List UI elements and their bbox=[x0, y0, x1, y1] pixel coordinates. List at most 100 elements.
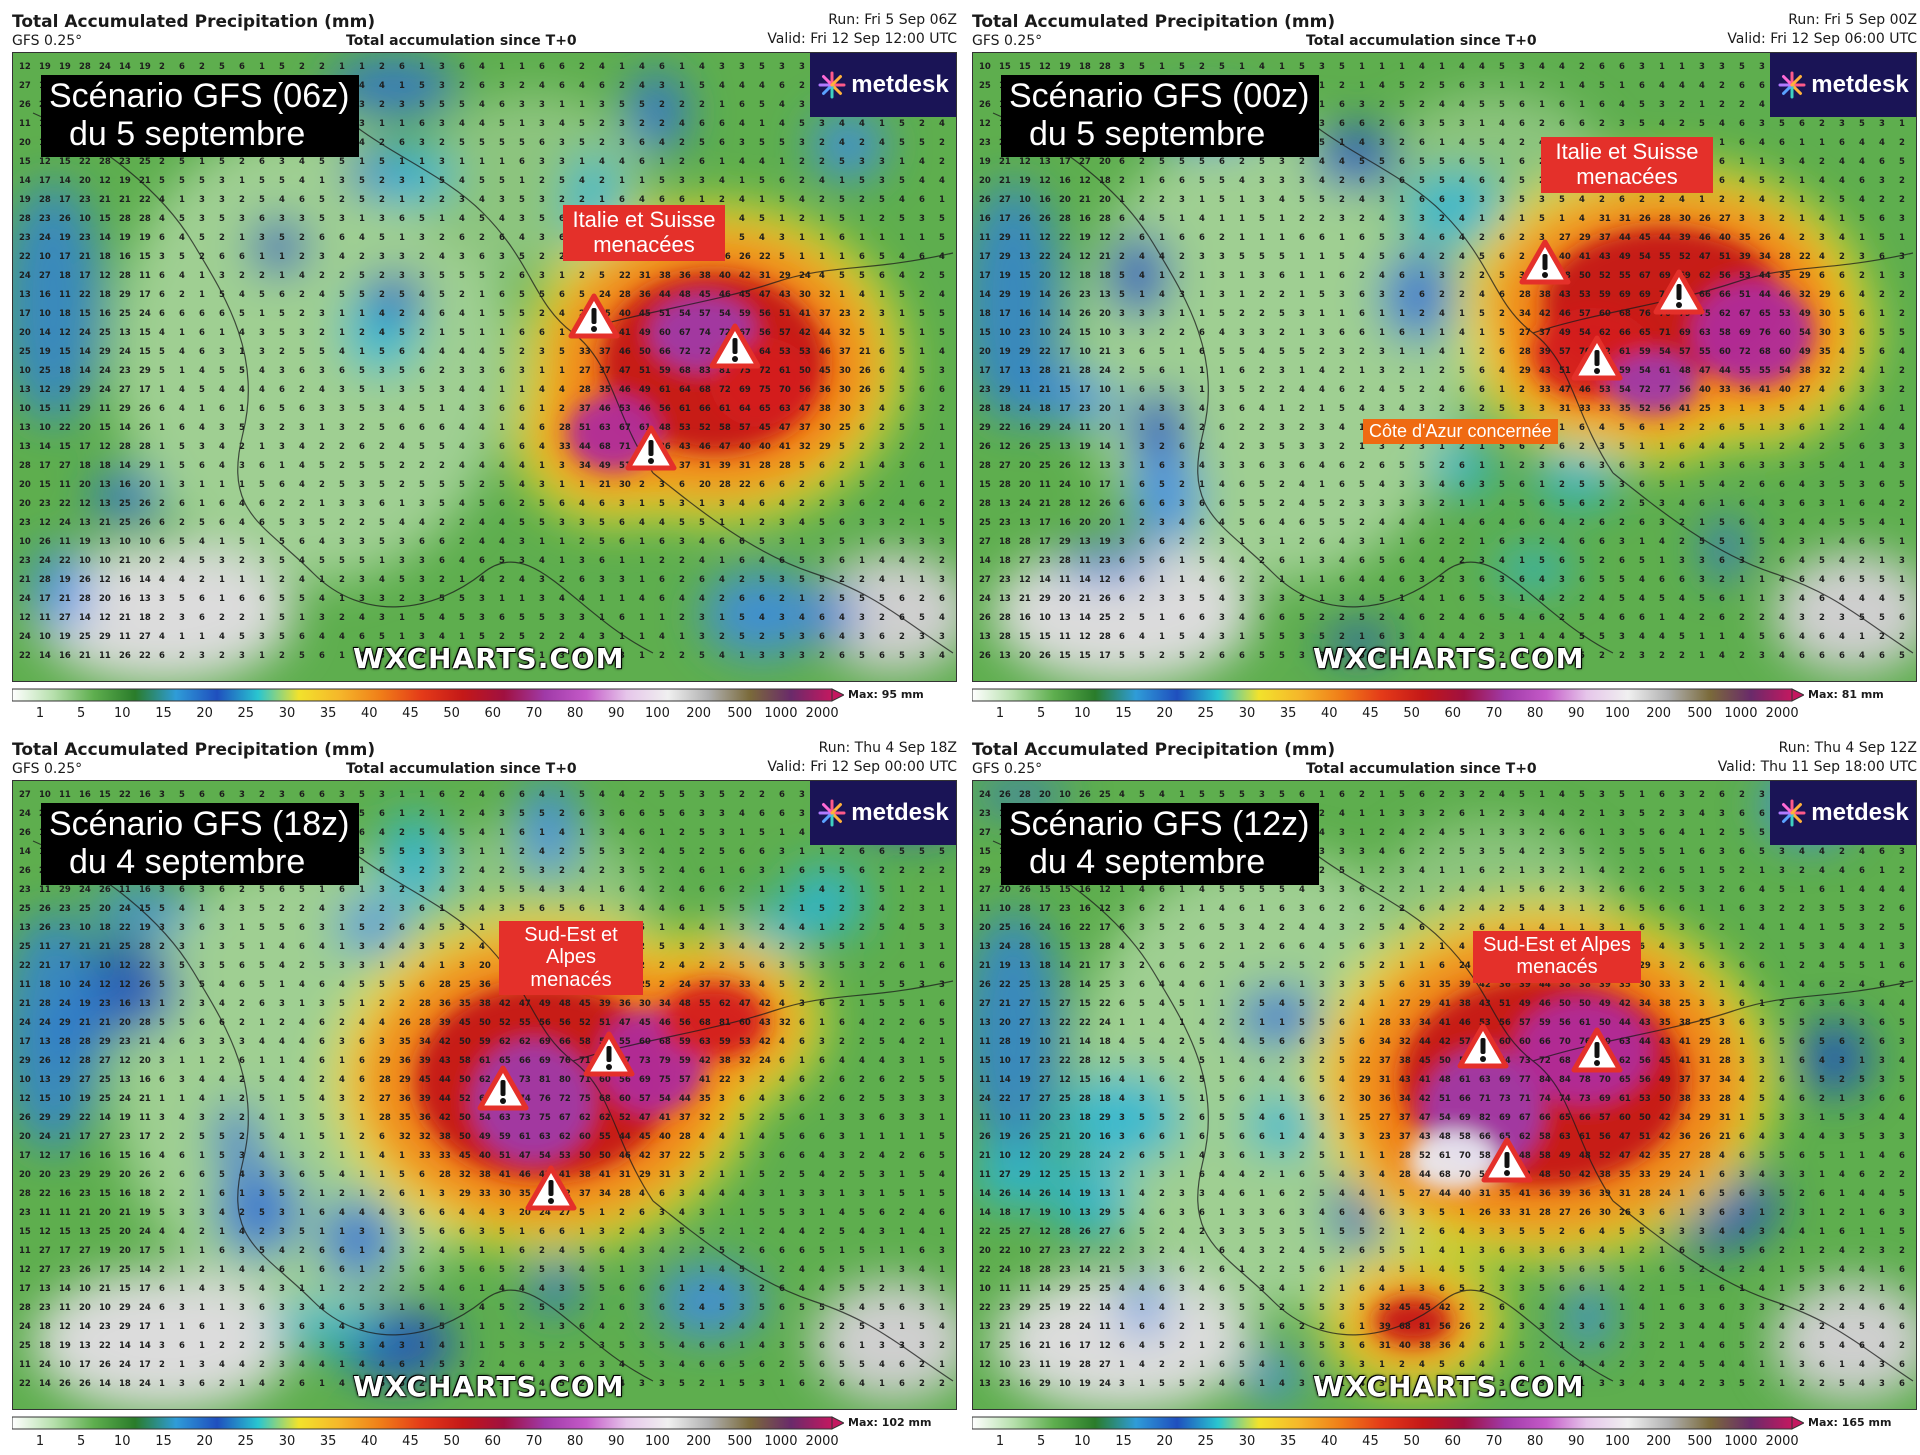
colorbar-tick: 15 bbox=[1115, 706, 1132, 721]
colorbar-tick: 5 bbox=[1037, 1434, 1045, 1449]
colorbar-tick: 45 bbox=[402, 706, 419, 721]
colorbar-tick: 500 bbox=[727, 1434, 752, 1449]
accumulation-label: Total accumulation since T+0 bbox=[1306, 33, 1537, 49]
colorbar-tick: 20 bbox=[1156, 1434, 1173, 1449]
watermark: WXCHARTS.COM bbox=[353, 1370, 625, 1403]
colorbar-tick: 25 bbox=[238, 1434, 255, 1449]
colorbar-tick: 200 bbox=[686, 1434, 711, 1449]
colorbar-tick: 80 bbox=[567, 706, 584, 721]
colorbar-strip bbox=[12, 688, 844, 702]
metdesk-logo: metdesk bbox=[1770, 53, 1916, 117]
colorbar: Max: 81 mm 1 5 10 15 20 25 30 35 40 45 50 60 70 80 90 10… bbox=[972, 688, 1915, 724]
precipitation-map: 12 19 19 28 24 14 19 2 6 2 5 6 1 5 2 2 1 1 2 6 1 3 6 4 1 1 6 6 2 4 1 4 6… bbox=[12, 52, 957, 682]
colorbar-tick: 100 bbox=[1605, 1434, 1630, 1449]
colorbar-tick: 30 bbox=[1239, 1434, 1256, 1449]
colorbar-tick: 20 bbox=[1156, 706, 1173, 721]
warning-triangle-icon bbox=[1653, 269, 1705, 315]
warning-triangle-icon bbox=[709, 323, 761, 369]
scenario-date: du 5 septembre bbox=[1009, 115, 1309, 153]
colorbar-tick: 15 bbox=[1115, 1434, 1132, 1449]
map-panel-06z: Total Accumulated Precipitation (mm) GFS … bbox=[12, 12, 967, 727]
logo-text: metdesk bbox=[851, 799, 948, 827]
coast-annotation: Côte d'Azur concernée bbox=[1363, 419, 1558, 444]
warning-triangle-icon bbox=[1481, 1137, 1533, 1183]
run-time: Run: Thu 4 Sep 18Z bbox=[819, 740, 957, 756]
colorbar-tick: 40 bbox=[1321, 706, 1338, 721]
colorbar-tick: 90 bbox=[1568, 1434, 1585, 1449]
watermark: WXCHARTS.COM bbox=[353, 642, 625, 675]
max-value-label: Max: 81 mm bbox=[1808, 688, 1884, 701]
colorbar-tick: 40 bbox=[1321, 1434, 1338, 1449]
model-label: GFS 0.25° bbox=[12, 761, 82, 777]
colorbar-tick: 30 bbox=[1239, 706, 1256, 721]
colorbar-tick: 30 bbox=[279, 706, 296, 721]
scenario-label: Scénario GFS (12z) du 4 septembre bbox=[1001, 803, 1320, 885]
colorbar-tick: 20 bbox=[196, 706, 213, 721]
colorbar-tick: 1000 bbox=[764, 1434, 797, 1449]
colorbar-tick: 45 bbox=[1362, 706, 1379, 721]
alert-region: Sud-Est et Alpes bbox=[1473, 934, 1641, 956]
colorbar-tick: 100 bbox=[645, 706, 670, 721]
colorbar-ticks: 1 5 10 15 20 25 30 35 40 45 50 60 70 80 90 100 200 500 100… bbox=[972, 1434, 1804, 1450]
scenario-run: Scénario GFS (12z) bbox=[1009, 805, 1309, 843]
max-value-label: Max: 95 mm bbox=[848, 688, 924, 701]
metdesk-logo: metdesk bbox=[810, 781, 956, 845]
alert-region: Italie et Suisse bbox=[563, 207, 725, 233]
colorbar-strip bbox=[12, 1416, 844, 1430]
run-time: Run: Fri 5 Sep 06Z bbox=[828, 12, 957, 28]
colorbar-tick: 40 bbox=[361, 1434, 378, 1449]
valid-time: Valid: Fri 12 Sep 06:00 UTC bbox=[1727, 31, 1917, 47]
metdesk-logo-icon bbox=[1778, 71, 1806, 99]
colorbar: Max: 102 mm 1 5 10 15 20 25 30 35 40 45 50 60 70 80 90 1… bbox=[12, 1416, 955, 1452]
metdesk-logo-icon bbox=[818, 799, 846, 827]
warning-triangle-icon bbox=[477, 1065, 529, 1111]
colorbar-tick: 35 bbox=[320, 706, 337, 721]
warning-triangle-icon bbox=[1571, 335, 1623, 381]
colorbar-tick: 60 bbox=[1445, 706, 1462, 721]
colorbar-tick: 10 bbox=[1074, 1434, 1091, 1449]
alert-status: menacés bbox=[1473, 956, 1641, 978]
colorbar-strip bbox=[972, 1416, 1804, 1430]
colorbar-tick: 50 bbox=[443, 706, 460, 721]
colorbar-tick: 1 bbox=[36, 706, 44, 721]
alert-status: menacées bbox=[563, 232, 725, 258]
model-label: GFS 0.25° bbox=[12, 33, 82, 49]
alert-status: menacées bbox=[1541, 164, 1713, 190]
alert-label: Sud-Est et Alpes menacés bbox=[499, 921, 643, 996]
precipitation-map: 24 26 28 20 10 26 25 4 5 4 1 5 5 5 3 5 6 1 6 2 1 5 6 2 3 2 4 5 1 4 5 3 5… bbox=[972, 780, 1917, 1410]
colorbar-tick: 500 bbox=[1687, 706, 1712, 721]
map-panel-12z: Total Accumulated Precipitation (mm) GFS … bbox=[972, 740, 1920, 1455]
colorbar-tick: 1 bbox=[996, 1434, 1004, 1449]
scenario-run: Scénario GFS (06z) bbox=[49, 77, 349, 115]
warning-triangle-icon bbox=[568, 293, 620, 339]
map-title: Total Accumulated Precipitation (mm) bbox=[972, 740, 1335, 760]
colorbar-tick: 100 bbox=[645, 1434, 670, 1449]
warning-triangle-icon bbox=[525, 1165, 577, 1211]
model-label: GFS 0.25° bbox=[972, 761, 1042, 777]
warning-triangle-icon bbox=[1571, 1027, 1623, 1073]
colorbar-tick: 100 bbox=[1605, 706, 1630, 721]
precip-field bbox=[973, 781, 1916, 1409]
map-title: Total Accumulated Precipitation (mm) bbox=[972, 12, 1335, 32]
colorbar-tick: 80 bbox=[1527, 1434, 1544, 1449]
colorbar-tick: 80 bbox=[1527, 706, 1544, 721]
accumulation-label: Total accumulation since T+0 bbox=[346, 761, 577, 777]
model-label: GFS 0.25° bbox=[972, 33, 1042, 49]
warning-triangle-icon bbox=[1457, 1023, 1509, 1069]
warning-triangle-icon bbox=[583, 1031, 635, 1077]
alert-status: menacés bbox=[499, 969, 643, 991]
map-title: Total Accumulated Precipitation (mm) bbox=[12, 12, 375, 32]
colorbar-tick: 35 bbox=[1280, 1434, 1297, 1449]
metdesk-logo-icon bbox=[818, 71, 846, 99]
valid-time: Valid: Fri 12 Sep 00:00 UTC bbox=[767, 759, 957, 775]
logo-text: metdesk bbox=[1811, 799, 1908, 827]
map-panel-00z: Total Accumulated Precipitation (mm) GFS … bbox=[972, 12, 1920, 727]
colorbar-ticks: 1 5 10 15 20 25 30 35 40 45 50 60 70 80 90 100 200 500 100… bbox=[972, 706, 1804, 722]
colorbar-tick: 10 bbox=[1074, 706, 1091, 721]
run-time: Run: Fri 5 Sep 00Z bbox=[1788, 12, 1917, 28]
scenario-date: du 4 septembre bbox=[49, 843, 349, 881]
colorbar-ticks: 1 5 10 15 20 25 30 35 40 45 50 60 70 80 90 100 200 500 100… bbox=[12, 706, 844, 722]
scenario-run: Scénario GFS (18z) bbox=[49, 805, 349, 843]
colorbar-tick: 200 bbox=[1646, 706, 1671, 721]
colorbar-tick: 25 bbox=[1198, 706, 1215, 721]
